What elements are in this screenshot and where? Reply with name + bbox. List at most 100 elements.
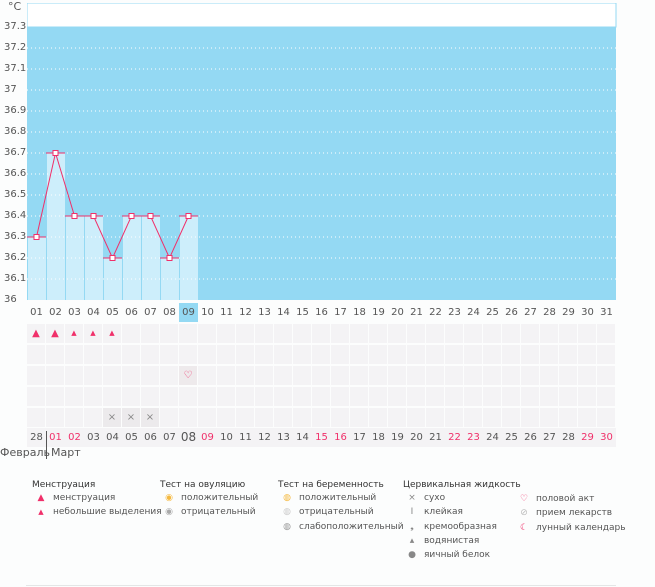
day-cell[interactable]: [597, 366, 615, 385]
spotting-icon[interactable]: ▲: [103, 324, 121, 343]
day-cell[interactable]: [483, 408, 501, 427]
day-cell[interactable]: [407, 408, 425, 427]
day-cell[interactable]: [483, 387, 501, 406]
calendar-date[interactable]: 09: [198, 428, 217, 447]
spotting-icon[interactable]: ▲: [65, 324, 83, 343]
day-cell[interactable]: [502, 387, 520, 406]
day-cell[interactable]: [274, 366, 292, 385]
day-cell[interactable]: [350, 366, 368, 385]
day-cell[interactable]: [274, 408, 292, 427]
day-cell[interactable]: [445, 324, 463, 343]
day-cell[interactable]: [369, 324, 387, 343]
day-cell[interactable]: [350, 387, 368, 406]
day-cell[interactable]: [331, 324, 349, 343]
day-cell[interactable]: [464, 387, 482, 406]
day-cell[interactable]: [179, 387, 197, 406]
day-cell[interactable]: [65, 387, 83, 406]
day-cell[interactable]: [236, 387, 254, 406]
day-cell[interactable]: [407, 324, 425, 343]
day-cell[interactable]: [578, 324, 596, 343]
day-cell[interactable]: [445, 345, 463, 364]
day-cell[interactable]: [388, 408, 406, 427]
day-cell[interactable]: [597, 324, 615, 343]
day-cell[interactable]: [559, 408, 577, 427]
day-cell[interactable]: [445, 366, 463, 385]
day-cell[interactable]: [160, 366, 178, 385]
day-cell[interactable]: [293, 387, 311, 406]
day-cell[interactable]: [179, 408, 197, 427]
day-cell[interactable]: [160, 387, 178, 406]
day-cell[interactable]: [217, 345, 235, 364]
calendar-date[interactable]: 13: [274, 428, 293, 447]
calendar-date[interactable]: 17: [350, 428, 369, 447]
day-cell[interactable]: [122, 387, 140, 406]
calendar-date[interactable]: 10: [217, 428, 236, 447]
menstruation-icon[interactable]: ▲: [46, 324, 64, 343]
day-cell[interactable]: [312, 345, 330, 364]
day-cell[interactable]: [84, 387, 102, 406]
day-cell[interactable]: [312, 366, 330, 385]
day-cell[interactable]: [331, 408, 349, 427]
day-cell[interactable]: [464, 408, 482, 427]
day-cell[interactable]: [312, 387, 330, 406]
day-cell[interactable]: [407, 345, 425, 364]
day-cell[interactable]: [559, 345, 577, 364]
day-cell[interactable]: [255, 366, 273, 385]
day-cell[interactable]: [540, 408, 558, 427]
calendar-date[interactable]: 28: [559, 428, 578, 447]
day-cell[interactable]: [236, 345, 254, 364]
day-cell[interactable]: [445, 387, 463, 406]
day-cell[interactable]: [597, 408, 615, 427]
day-cell[interactable]: [274, 387, 292, 406]
day-cell[interactable]: [597, 387, 615, 406]
calendar-date[interactable]: 16: [331, 428, 350, 447]
day-cell[interactable]: [27, 408, 45, 427]
day-cell[interactable]: [103, 387, 121, 406]
calendar-date[interactable]: 03: [84, 428, 103, 447]
day-cell[interactable]: [407, 366, 425, 385]
day-cell[interactable]: [236, 324, 254, 343]
day-cell[interactable]: [559, 366, 577, 385]
calendar-date[interactable]: 18: [369, 428, 388, 447]
heart-icon[interactable]: ♡: [179, 366, 197, 385]
calendar-date[interactable]: 28: [27, 428, 46, 447]
day-cell[interactable]: [293, 366, 311, 385]
menstruation-icon[interactable]: ▲: [27, 324, 45, 343]
day-cell[interactable]: [369, 366, 387, 385]
day-cell[interactable]: [502, 345, 520, 364]
calendar-date[interactable]: 11: [236, 428, 255, 447]
day-cell[interactable]: [141, 387, 159, 406]
calendar-date[interactable]: 30: [597, 428, 616, 447]
day-cell[interactable]: [521, 366, 539, 385]
day-cell[interactable]: [141, 324, 159, 343]
calendar-date[interactable]: 05: [122, 428, 141, 447]
day-cell[interactable]: [84, 408, 102, 427]
day-cell[interactable]: [578, 345, 596, 364]
day-cell[interactable]: [27, 345, 45, 364]
day-cell[interactable]: [483, 324, 501, 343]
calendar-date[interactable]: 25: [502, 428, 521, 447]
day-cell[interactable]: [426, 345, 444, 364]
day-cell[interactable]: [198, 324, 216, 343]
day-cell[interactable]: [293, 345, 311, 364]
day-cell[interactable]: [274, 324, 292, 343]
day-cell[interactable]: [255, 408, 273, 427]
day-cell[interactable]: [46, 366, 64, 385]
day-cell[interactable]: [331, 387, 349, 406]
day-cell[interactable]: [502, 366, 520, 385]
day-cell[interactable]: [198, 345, 216, 364]
day-cell[interactable]: [65, 345, 83, 364]
day-cell[interactable]: [179, 345, 197, 364]
day-cell[interactable]: [407, 387, 425, 406]
day-cell[interactable]: [236, 366, 254, 385]
day-cell[interactable]: [369, 345, 387, 364]
calendar-date[interactable]: 21: [426, 428, 445, 447]
calendar-date[interactable]: 29: [578, 428, 597, 447]
day-cell[interactable]: [521, 324, 539, 343]
day-cell[interactable]: [312, 408, 330, 427]
day-cell[interactable]: [350, 408, 368, 427]
day-cell[interactable]: [65, 408, 83, 427]
day-cell[interactable]: [426, 366, 444, 385]
day-cell[interactable]: [65, 366, 83, 385]
calendar-date[interactable]: 02: [65, 428, 84, 447]
